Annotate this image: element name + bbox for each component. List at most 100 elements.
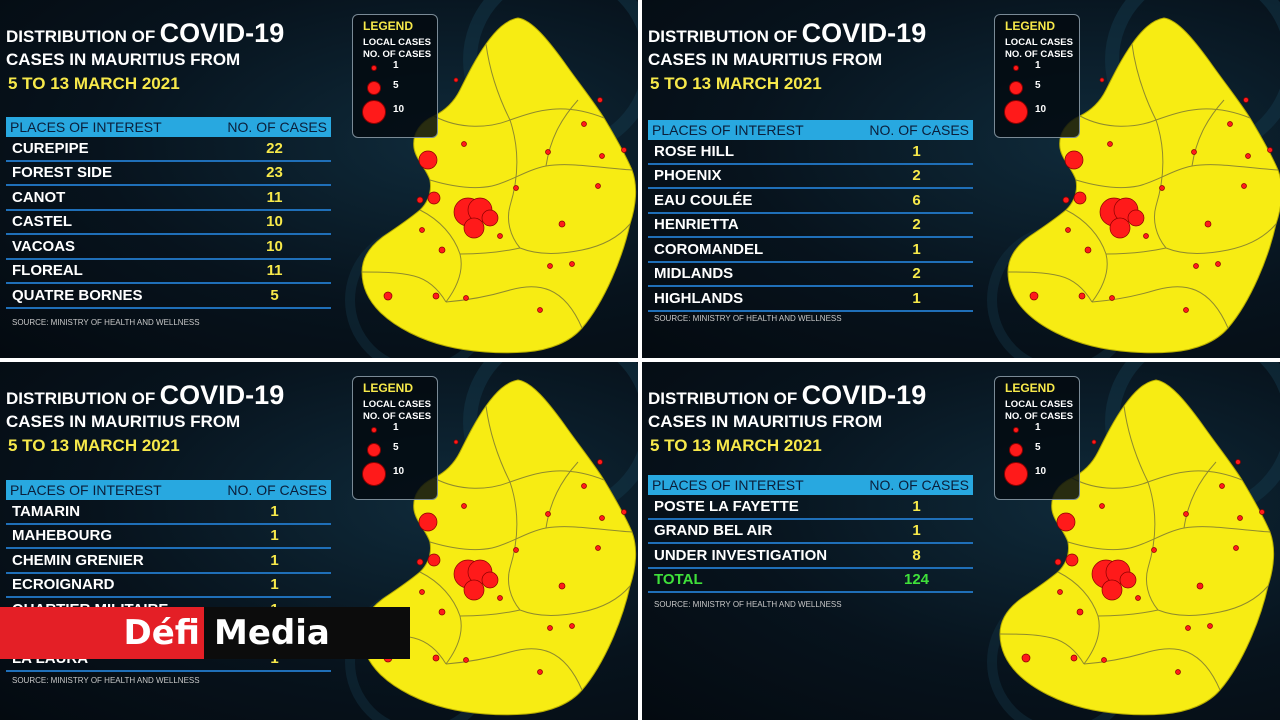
header-cases: NO. OF CASES [227,482,327,498]
legend-value-v1: 1 [393,60,399,71]
table-row: HENRIETTA 2 [648,214,973,238]
legend-dot-v10 [362,100,386,124]
case-marker [1204,220,1212,228]
cases-table: PLACES OF INTEREST NO. OF CASES ROSE HILL 1… [648,120,973,312]
case-marker [453,439,459,445]
case-count: 1 [270,551,279,569]
legend-no-of-cases: NO. OF CASES [363,411,432,422]
legend-value-v5: 5 [1035,80,1041,91]
map-legend: LEGEND LOCAL CASES NO. OF CASES 1 5 10 [352,14,438,138]
case-count: 2 [912,216,921,234]
case-marker [621,147,627,153]
date-range: 5 TO 13 MARCH 2021 [650,436,822,455]
place-name: CANOT [12,188,66,206]
case-count: 11 [266,188,283,206]
case-marker [461,141,467,147]
mauritius-map [361,379,637,716]
case-marker [537,669,543,675]
case-marker [1109,295,1115,301]
case-marker [1065,227,1071,233]
case-marker [427,553,441,567]
case-marker [1185,625,1191,631]
case-marker [1021,653,1031,663]
table-row: MIDLANDS 2 [648,263,973,287]
district-border [999,633,1085,665]
logo-dark-block: Media [204,607,410,659]
case-marker [463,657,469,663]
logo-red-block: Défi [0,607,204,659]
case-count: 2 [912,167,921,185]
case-marker [1099,503,1105,509]
case-count: 1 [270,502,279,520]
table-row: UNDER INVESTIGATION 8 [648,544,973,569]
case-marker [419,227,425,233]
case-count: 22 [266,139,283,157]
logo-text-media: Media [214,613,330,653]
case-marker [599,153,605,159]
legend-dot-v5 [1009,81,1023,95]
case-marker [513,185,519,191]
district-border [1091,286,1229,329]
source-note: SOURCE: MINISTRY OF HEALTH AND WELLNESS [12,318,200,327]
district-border [1075,164,1279,189]
place-name: GRAND BEL AIR [654,522,773,540]
case-marker [1143,233,1149,239]
case-marker [1207,623,1213,629]
date-range: 5 TO 13 MARCH 2021 [8,436,180,455]
case-marker [1107,141,1113,147]
district-border [1105,247,1167,255]
table-row: COROMANDEL 1 [648,238,973,263]
case-marker [1101,657,1107,663]
case-marker [1159,185,1165,191]
district-border [485,43,511,121]
case-marker [1057,589,1063,595]
case-marker [545,149,551,155]
case-count: 1 [912,289,921,307]
title-covid: COVID-19 [801,380,927,410]
district-border [459,609,521,617]
case-marker [595,545,601,551]
case-count: 1 [912,142,921,160]
map-legend: LEGEND LOCAL CASES NO. OF CASES 1 5 10 [994,14,1080,138]
place-name: ECROIGNARD [12,576,115,594]
map-legend: LEGEND LOCAL CASES NO. OF CASES 1 5 10 [994,376,1080,500]
legend-value-v10: 10 [393,466,405,477]
district-border [1079,108,1251,127]
table-row: EAU COULÉE 6 [648,189,973,214]
case-marker [1065,553,1079,567]
case-marker [497,233,503,239]
case-count: 23 [266,164,283,182]
case-marker [597,459,603,465]
case-marker [432,292,440,300]
case-marker [463,217,485,239]
district-border [485,405,511,483]
case-marker [1227,121,1233,127]
case-marker [1135,595,1141,601]
case-marker [597,97,603,103]
place-name: TOTAL [654,571,703,589]
case-marker [513,547,519,553]
header-places: PLACES OF INTEREST [652,477,804,493]
case-marker [1084,246,1092,254]
mauritius-map [361,17,637,354]
legend-no-of-cases: NO. OF CASES [363,49,432,60]
place-name: POSTE LA FAYETTE [654,497,799,515]
case-marker [558,220,566,228]
source-note: SOURCE: MINISTRY OF HEALTH AND WELLNESS [12,676,200,685]
mauritius-map [999,379,1275,716]
district-border [1123,405,1149,483]
case-marker [438,246,446,254]
case-count: 124 [903,571,930,589]
district-border [1007,271,1093,303]
header-places: PLACES OF INTEREST [10,119,162,135]
case-marker [1029,291,1039,301]
case-count: 1 [270,527,279,545]
legend-no-of-cases: NO. OF CASES [1005,49,1074,60]
district-border [545,99,579,167]
legend-no-of-cases: NO. OF CASES [1005,411,1074,422]
case-marker [1076,608,1084,616]
legend-value-v5: 5 [1035,442,1041,453]
case-marker [1127,209,1145,227]
place-name: EAU COULÉE [654,191,753,209]
place-name: ROSE HILL [654,142,735,160]
